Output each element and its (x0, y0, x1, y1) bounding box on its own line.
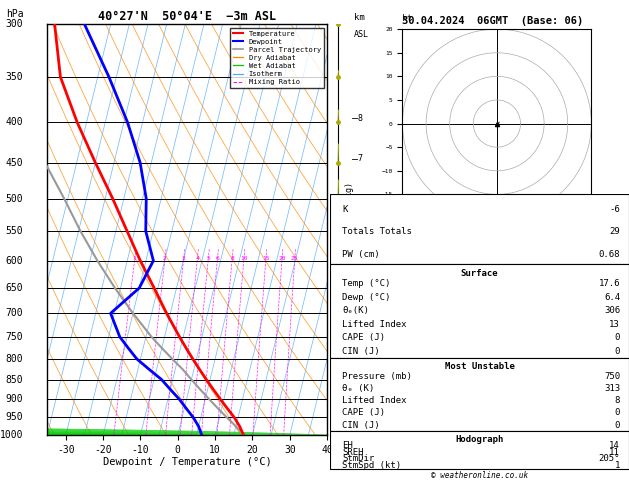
Text: -6: -6 (610, 205, 620, 214)
Text: Dewp (°C): Dewp (°C) (342, 293, 391, 302)
Text: SREH: SREH (342, 448, 364, 457)
Text: 8: 8 (615, 396, 620, 405)
Text: 450: 450 (6, 157, 23, 168)
Text: PW (cm): PW (cm) (342, 250, 380, 259)
Text: Pressure (mb): Pressure (mb) (342, 372, 412, 381)
Text: 5: 5 (358, 234, 363, 243)
Text: Most Unstable: Most Unstable (445, 362, 515, 371)
Text: 0: 0 (615, 408, 620, 417)
Text: 350: 350 (6, 72, 23, 82)
Text: 3: 3 (182, 256, 186, 260)
Text: 7: 7 (358, 154, 363, 163)
Text: Temp (°C): Temp (°C) (342, 279, 391, 288)
Text: km: km (354, 13, 365, 22)
Text: 14: 14 (610, 441, 620, 451)
Text: θₑ (K): θₑ (K) (342, 384, 374, 393)
Text: θₑ(K): θₑ(K) (342, 306, 369, 315)
Text: 11: 11 (610, 448, 620, 457)
Text: 800: 800 (6, 354, 23, 364)
Text: 900: 900 (6, 394, 23, 404)
Text: 29: 29 (610, 227, 620, 237)
Text: 600: 600 (6, 256, 23, 266)
FancyBboxPatch shape (330, 431, 629, 469)
Text: K: K (342, 205, 348, 214)
Text: 20: 20 (278, 256, 286, 260)
Text: ASL: ASL (354, 30, 369, 39)
FancyBboxPatch shape (330, 358, 629, 431)
Text: 8: 8 (230, 256, 234, 260)
Text: Totals Totals: Totals Totals (342, 227, 412, 237)
Text: 750: 750 (6, 332, 23, 342)
Text: 15: 15 (262, 256, 270, 260)
Title: 40°27'N  50°04'E  −3m ASL: 40°27'N 50°04'E −3m ASL (98, 10, 276, 23)
Text: StmSpd (kt): StmSpd (kt) (342, 461, 401, 470)
Text: 550: 550 (6, 226, 23, 236)
Text: 700: 700 (6, 308, 23, 318)
Text: 17.6: 17.6 (599, 279, 620, 288)
Text: 4: 4 (358, 275, 363, 283)
Text: 6: 6 (215, 256, 219, 260)
Text: 306: 306 (604, 306, 620, 315)
Text: 6: 6 (358, 194, 363, 203)
FancyBboxPatch shape (330, 264, 629, 358)
Text: 8: 8 (358, 114, 363, 123)
Text: 400: 400 (6, 118, 23, 127)
Text: 30.04.2024  06GMT  (Base: 06): 30.04.2024 06GMT (Base: 06) (401, 16, 583, 26)
Text: CAPE (J): CAPE (J) (342, 408, 385, 417)
Text: 500: 500 (6, 193, 23, 204)
Text: 2: 2 (163, 256, 167, 260)
Text: CIN (J): CIN (J) (342, 347, 380, 356)
Text: CAPE (J): CAPE (J) (342, 333, 385, 343)
Text: 6.4: 6.4 (604, 293, 620, 302)
X-axis label: Dewpoint / Temperature (°C): Dewpoint / Temperature (°C) (103, 457, 272, 468)
Text: 205°: 205° (599, 454, 620, 464)
Text: LCL: LCL (358, 383, 373, 392)
Text: 0: 0 (615, 420, 620, 430)
Text: 0.68: 0.68 (599, 250, 620, 259)
Text: 2: 2 (358, 355, 363, 364)
Text: 1: 1 (615, 461, 620, 470)
Text: 1000: 1000 (0, 430, 23, 440)
Text: 3: 3 (358, 314, 363, 324)
Text: Mixing Ratio (g/kg): Mixing Ratio (g/kg) (345, 182, 353, 277)
Text: 10: 10 (240, 256, 248, 260)
Text: 650: 650 (6, 283, 23, 293)
Legend: Temperature, Dewpoint, Parcel Trajectory, Dry Adiabat, Wet Adiabat, Isotherm, Mi: Temperature, Dewpoint, Parcel Trajectory… (230, 28, 323, 88)
Text: Lifted Index: Lifted Index (342, 396, 407, 405)
Text: hPa: hPa (6, 9, 23, 19)
Text: 1: 1 (133, 256, 136, 260)
Text: EH: EH (342, 441, 353, 451)
Text: StmDir: StmDir (342, 454, 374, 464)
Text: 300: 300 (6, 19, 23, 29)
Text: 25: 25 (291, 256, 299, 260)
Text: 0: 0 (615, 333, 620, 343)
Text: 0: 0 (615, 347, 620, 356)
Text: 5: 5 (206, 256, 210, 260)
Text: Hodograph: Hodograph (455, 435, 504, 444)
Text: 750: 750 (604, 372, 620, 381)
Text: 13: 13 (610, 320, 620, 329)
Text: kt: kt (403, 14, 413, 23)
Text: 1: 1 (358, 395, 363, 404)
Text: Surface: Surface (461, 269, 498, 278)
Text: 950: 950 (6, 413, 23, 422)
Text: 850: 850 (6, 375, 23, 384)
FancyBboxPatch shape (330, 194, 629, 264)
Text: CIN (J): CIN (J) (342, 420, 380, 430)
Text: Lifted Index: Lifted Index (342, 320, 407, 329)
Text: 313: 313 (604, 384, 620, 393)
Text: © weatheronline.co.uk: © weatheronline.co.uk (431, 471, 528, 480)
Text: 4: 4 (196, 256, 199, 260)
